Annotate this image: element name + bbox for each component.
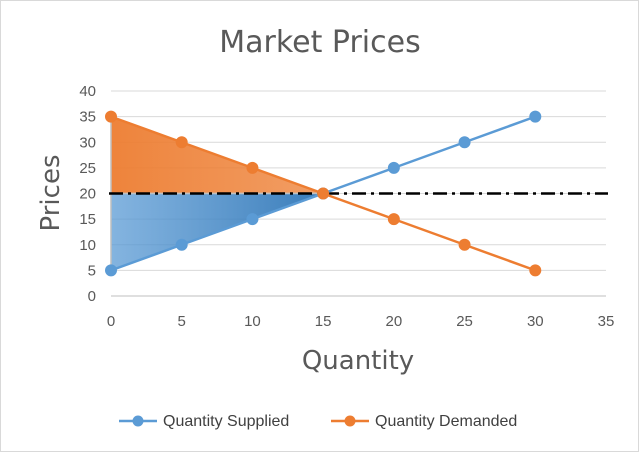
quantity-demanded-point-1: [175, 136, 188, 149]
legend: Quantity Supplied Quantity Demanded: [119, 413, 517, 430]
series-group: [105, 110, 542, 277]
x-tick-label: 5: [178, 313, 186, 330]
quantity-demanded-point-4: [387, 213, 400, 226]
quantity-demanded-point-3: [317, 187, 330, 200]
y-tick-label: 30: [79, 134, 96, 151]
quantity-supplied-point-2: [246, 213, 259, 226]
x-tick-label: 25: [456, 313, 473, 330]
x-tick-label: 30: [527, 313, 544, 330]
quantity-supplied-point-5: [458, 136, 471, 149]
y-tick-label: 5: [88, 262, 96, 279]
x-axis-title: Quantity: [302, 346, 414, 376]
x-tick-label: 15: [315, 313, 332, 330]
quantity-supplied-point-6: [529, 110, 542, 123]
chart-title: Market Prices: [219, 25, 420, 60]
x-tick-label: 0: [107, 313, 115, 330]
y-tick-label: 40: [79, 83, 96, 100]
y-tick-label: 0: [88, 288, 96, 305]
quantity-demanded-point-2: [246, 161, 259, 174]
quantity-demanded-point-5: [458, 238, 471, 251]
quantity-supplied-legend-marker: [132, 415, 144, 427]
quantity-supplied-point-1: [175, 238, 188, 251]
y-tick-label: 20: [79, 186, 96, 203]
quantity-supplied-legend-label: Quantity Supplied: [163, 413, 289, 430]
y-axis-title: Prices: [36, 155, 66, 232]
quantity-demanded-point-0: [105, 110, 117, 123]
y-tick-label: 10: [79, 237, 96, 254]
quantity-supplied-point-0: [105, 264, 117, 277]
y-tick-label: 35: [79, 109, 96, 126]
x-tick-label: 10: [244, 313, 261, 330]
tick-labels: 0 5 10 15 20 25 30 35 40 0 5 10 15 20 25 30 35: [79, 83, 614, 330]
quantity-supplied-point-4: [387, 161, 400, 174]
quantity-demanded-legend-marker: [344, 415, 356, 427]
quantity-demanded-point-6: [529, 264, 542, 277]
quantity-demanded-legend-label: Quantity Demanded: [375, 413, 517, 430]
x-tick-label: 35: [598, 313, 615, 330]
x-tick-label: 20: [386, 313, 403, 330]
y-tick-label: 15: [79, 211, 96, 228]
y-tick-label: 25: [79, 160, 96, 177]
